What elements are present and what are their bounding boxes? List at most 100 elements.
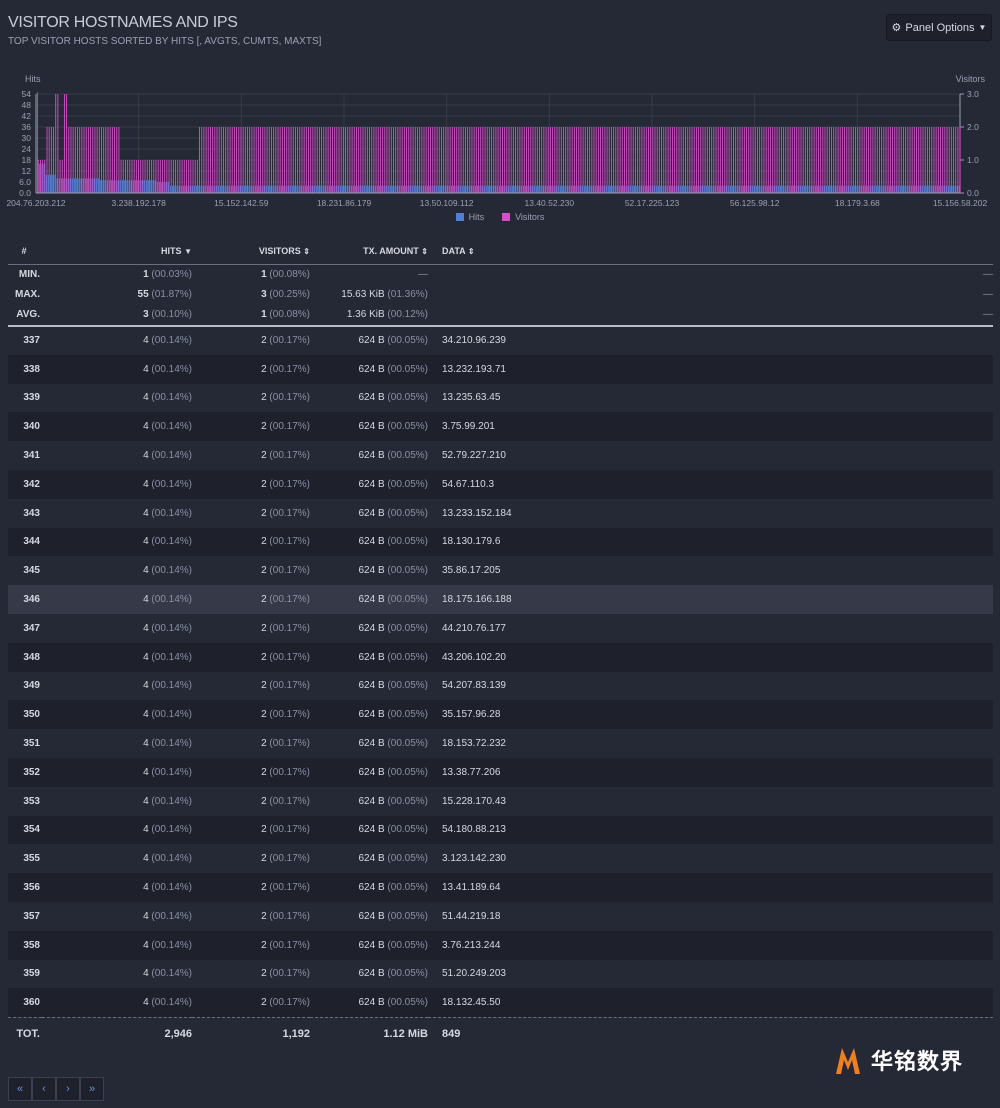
table-row[interactable]: 339 4 (00.14%) 2 (00.17%) 624 B (00.05%) 13.… xyxy=(8,384,993,413)
row-visitors: 2 (00.17%) xyxy=(192,642,310,672)
table-row[interactable]: 354 4 (00.14%) 2 (00.17%) 624 B (00.05%) 54.… xyxy=(8,815,993,845)
hits-bar xyxy=(838,185,840,193)
visitors-bar xyxy=(227,127,229,193)
visitors-bar xyxy=(685,127,686,193)
hits-bar xyxy=(161,182,163,193)
visitors-bar xyxy=(552,127,554,193)
col-header-visitors[interactable]: VISITORS ⇕ xyxy=(192,244,310,265)
y-left-tick-label: 24 xyxy=(22,144,32,154)
hits-bar xyxy=(736,185,738,193)
row-tx: 624 B (00.05%) xyxy=(310,988,428,1018)
table-row[interactable]: 356 4 (00.14%) 2 (00.17%) 624 B (00.05%) 13.… xyxy=(8,873,993,902)
hits-bar xyxy=(117,180,119,193)
hits-bar xyxy=(621,185,622,193)
hits-bar xyxy=(897,185,899,193)
hits-bar xyxy=(222,185,224,193)
visitors-bar xyxy=(512,127,514,193)
visitors-bar xyxy=(196,160,198,193)
visitors-bar xyxy=(955,127,957,193)
table-row[interactable]: 340 4 (00.14%) 2 (00.17%) 624 B (00.05%) 3.7… xyxy=(8,412,993,442)
visitors-bar xyxy=(467,127,469,193)
row-hits: 4 (00.14%) xyxy=(42,815,192,845)
prev-page-button[interactable]: ‹ xyxy=(32,1077,56,1101)
hits-bar xyxy=(82,178,84,193)
table-row[interactable]: 341 4 (00.14%) 2 (00.17%) 624 B (00.05%) 52.… xyxy=(8,441,993,470)
stat-visitors: 1 (00.08%) xyxy=(192,304,310,327)
visitors-bar xyxy=(811,127,813,193)
panel-options-button[interactable]: ⚙ Panel Options ▼ xyxy=(886,14,992,41)
table-row[interactable]: 346 4 (00.14%) 2 (00.17%) 624 B (00.05%) 18.… xyxy=(8,585,993,614)
visitors-bar xyxy=(364,127,366,193)
table-row[interactable]: 344 4 (00.14%) 2 (00.17%) 624 B (00.05%) 18.… xyxy=(8,527,993,557)
visitors-bar xyxy=(205,127,207,193)
table-row[interactable]: 352 4 (00.14%) 2 (00.17%) 624 B (00.05%) 13.… xyxy=(8,757,993,787)
visitors-bar xyxy=(876,127,878,193)
col-header-data[interactable]: DATA ⇕ xyxy=(428,244,993,265)
first-page-button[interactable]: « xyxy=(8,1077,32,1101)
visitors-bar xyxy=(706,127,708,193)
visitors-bar xyxy=(610,127,612,193)
hits-bar xyxy=(444,185,446,193)
row-hits: 4 (00.14%) xyxy=(42,469,192,499)
total-data: 849 xyxy=(428,1016,993,1052)
row-tx: 624 B (00.05%) xyxy=(358,738,429,750)
visitors-bar xyxy=(624,127,625,193)
table-row[interactable]: 343 4 (00.14%) 2 (00.17%) 624 B (00.05%) 13.… xyxy=(8,499,993,528)
table-row[interactable]: 350 4 (00.14%) 2 (00.17%) 624 B (00.05%) 35.… xyxy=(8,700,993,730)
row-hits: 4 (00.14%) xyxy=(143,680,192,692)
table-row[interactable]: 342 4 (00.14%) 2 (00.17%) 624 B (00.05%) 54.… xyxy=(8,469,993,499)
row-data: 3.76.213.244 xyxy=(428,930,993,960)
hits-bar xyxy=(202,185,204,193)
hits-bar xyxy=(178,185,180,193)
table-row[interactable]: 349 4 (00.14%) 2 (00.17%) 624 B (00.05%) 54.… xyxy=(8,672,993,701)
visitors-bar xyxy=(314,127,316,193)
hits-bar xyxy=(588,185,590,193)
hits-bar xyxy=(533,185,535,193)
next-page-button[interactable]: › xyxy=(56,1077,80,1101)
visitors-bar xyxy=(580,127,582,193)
table-row[interactable]: 360 4 (00.14%) 2 (00.17%) 624 B (00.05%) 18.… xyxy=(8,988,993,1018)
col-header-tx[interactable]: TX. AMOUNT ⇕ xyxy=(310,244,428,265)
hits-bar xyxy=(836,185,838,193)
visitors-bar xyxy=(569,127,571,193)
visitors-bar xyxy=(203,127,205,193)
visitors-bar xyxy=(674,127,676,193)
visitors-bar xyxy=(506,127,508,193)
col-header-hits[interactable]: HITS ▼ xyxy=(42,244,192,265)
table-row[interactable]: 338 4 (00.14%) 2 (00.17%) 624 B (00.05%) 13.… xyxy=(8,354,993,384)
row-num: 350 xyxy=(8,700,42,730)
row-visitors: 2 (00.17%) xyxy=(261,853,310,865)
visitors-bar xyxy=(294,127,296,193)
table-row[interactable]: 359 4 (00.14%) 2 (00.17%) 624 B (00.05%) 51.… xyxy=(8,960,993,989)
hits-visitors-chart: 54 48 42 36 30 24 18 12 6.0 0.0 204.76.203.212 3.23… xyxy=(0,70,1000,230)
last-page-button[interactable]: » xyxy=(80,1077,104,1101)
hits-bar xyxy=(860,185,862,193)
table-row[interactable]: 351 4 (00.14%) 2 (00.17%) 624 B (00.05%) 18.… xyxy=(8,729,993,758)
hits-bar xyxy=(889,185,891,193)
visitors-bar xyxy=(236,127,238,193)
visitors-bar xyxy=(61,160,63,193)
visitors-bar xyxy=(850,127,852,193)
table-row[interactable]: 345 4 (00.14%) 2 (00.17%) 624 B (00.05%) 35.… xyxy=(8,556,993,585)
row-hits: 4 (00.14%) xyxy=(42,354,192,384)
table-row[interactable]: 358 4 (00.14%) 2 (00.17%) 624 B (00.05%) 3.7… xyxy=(8,930,993,960)
hits-bar xyxy=(688,185,690,193)
table-row[interactable]: 355 4 (00.14%) 2 (00.17%) 624 B (00.05%) 3.1… xyxy=(8,844,993,873)
visitors-bar xyxy=(434,127,436,193)
legend-item-hits[interactable]: Hits xyxy=(455,212,484,222)
hits-bar xyxy=(459,185,461,193)
visitors-bar xyxy=(223,127,224,193)
visitors-bar xyxy=(863,127,865,193)
table-row[interactable]: 348 4 (00.14%) 2 (00.17%) 624 B (00.05%) 43.… xyxy=(8,642,993,672)
table-row[interactable]: 357 4 (00.14%) 2 (00.17%) 624 B (00.05%) 51.… xyxy=(8,902,993,931)
visitors-bar xyxy=(615,127,617,193)
table-row[interactable]: 337 4 (00.14%) 2 (00.17%) 624 B (00.05%) 34.… xyxy=(8,326,993,355)
row-data: 54.180.88.213 xyxy=(428,815,993,845)
hits-bar xyxy=(830,185,832,193)
visitors-bar xyxy=(728,127,730,193)
table-row[interactable]: 347 4 (00.14%) 2 (00.17%) 624 B (00.05%) 44.… xyxy=(8,614,993,643)
legend-item-visitors[interactable]: Visitors xyxy=(502,212,544,222)
visitors-bar xyxy=(77,127,78,193)
table-row[interactable]: 353 4 (00.14%) 2 (00.17%) 624 B (00.05%) 15.… xyxy=(8,787,993,816)
visitors-bar xyxy=(48,127,50,193)
